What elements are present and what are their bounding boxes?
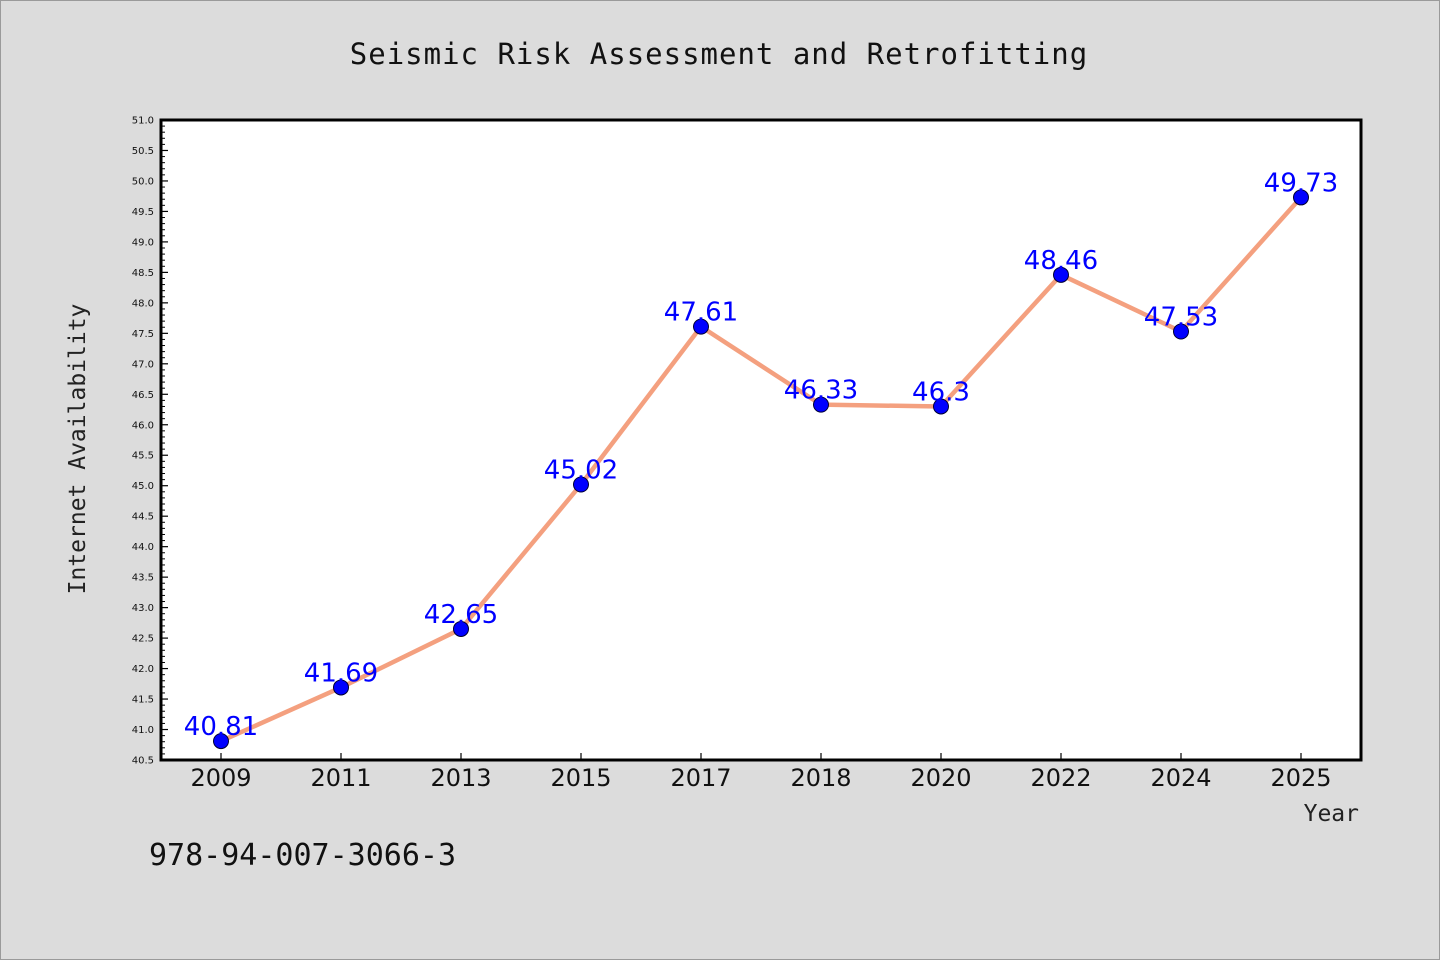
y-tick-label: 41.5 — [132, 695, 154, 706]
y-tick-label: 42.0 — [132, 664, 154, 675]
data-point — [573, 476, 589, 493]
y-tick-label: 49.5 — [132, 207, 154, 218]
y-tick-label: 41.0 — [132, 725, 154, 736]
data-point — [1173, 323, 1189, 340]
x-tick-label: 2020 — [910, 764, 971, 792]
y-tick-label: 43.5 — [132, 573, 154, 584]
data-label: 47.61 — [664, 298, 738, 328]
data-point — [213, 733, 229, 750]
data-label: 48.46 — [1024, 246, 1098, 276]
x-axis: 2009 2011 2013 2015 2017 2018 2020 2022 2024 2025 — [190, 753, 1332, 792]
x-tick-label: 2024 — [1150, 764, 1211, 792]
y-tick-label: 46.5 — [132, 390, 154, 401]
data-point — [1053, 266, 1069, 283]
data-point — [933, 398, 949, 415]
y-tick-label: 46.0 — [132, 420, 154, 431]
y-tick-label: 40.5 — [132, 756, 154, 767]
x-tick-label: 2025 — [1270, 764, 1331, 792]
y-tick-label: 50.5 — [132, 146, 154, 157]
data-label: 46.3 — [912, 377, 970, 407]
x-tick-label: 2022 — [1030, 764, 1091, 792]
data-label: 45.02 — [544, 455, 618, 485]
y-tick-label: 44.0 — [132, 542, 154, 553]
y-axis-title: Internet Availability — [65, 304, 91, 595]
x-tick-label: 2017 — [670, 764, 731, 792]
y-tick-label: 51.0 — [132, 116, 154, 127]
isbn-label: 978-94-007-3066-3 — [149, 838, 456, 873]
y-tick-label: 48.0 — [132, 298, 154, 309]
y-tick-label: 50.0 — [132, 176, 154, 187]
data-point — [453, 620, 469, 637]
data-point — [813, 396, 829, 413]
x-tick-label: 2011 — [310, 764, 371, 792]
x-tick-label: 2015 — [550, 764, 611, 792]
y-tick-label: 49.0 — [132, 237, 154, 248]
data-label-group: 40.81 41.69 42.65 45.02 47.61 46.33 46.3 48.46 4… — [184, 168, 1338, 742]
marker-group — [213, 189, 1309, 750]
x-axis-title: Year — [1304, 801, 1359, 827]
data-point — [333, 679, 349, 696]
y-tick-label: 47.0 — [132, 359, 154, 370]
x-tick-label: 2009 — [190, 764, 251, 792]
y-tick-label: 45.0 — [132, 481, 154, 492]
x-tick-label: 2013 — [430, 764, 491, 792]
series-line — [218, 195, 1304, 744]
y-tick-label: 45.5 — [132, 451, 154, 462]
data-label: 41.69 — [304, 658, 378, 688]
data-label: 49.73 — [1264, 168, 1338, 198]
plot-area — [159, 118, 1363, 762]
y-tick-label: 47.5 — [132, 329, 154, 340]
x-tick-label: 2018 — [790, 764, 851, 792]
data-label: 47.53 — [1144, 303, 1218, 333]
data-point — [1293, 189, 1309, 206]
y-tick-label: 42.5 — [132, 634, 154, 645]
chart-title: Seismic Risk Assessment and Retrofitting — [350, 37, 1088, 71]
data-point — [693, 318, 709, 335]
y-tick-label: 43.0 — [132, 603, 154, 614]
y-axis: 40.5 41.0 41.5 42.0 42.5 43.0 43.5 44.0 44.5 45.0… — [132, 116, 168, 767]
series-line-group — [218, 195, 1304, 744]
data-label: 40.81 — [184, 712, 258, 742]
data-label: 46.33 — [784, 376, 858, 406]
data-label: 42.65 — [424, 600, 498, 630]
y-tick-label: 48.5 — [132, 268, 154, 279]
y-tick-label: 44.5 — [132, 512, 154, 523]
